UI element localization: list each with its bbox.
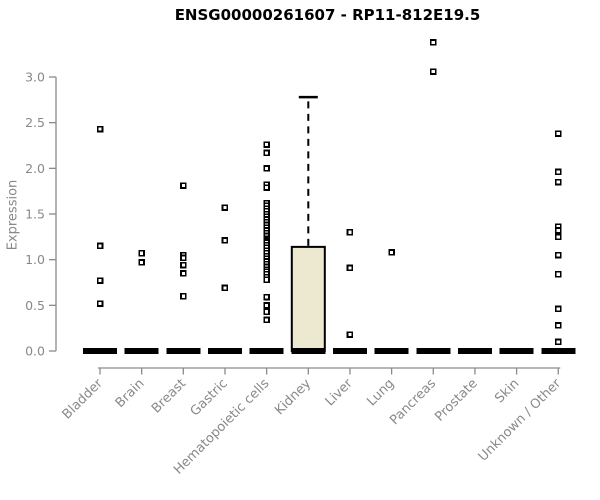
outlier-point [388,249,395,256]
median-bar [83,348,117,354]
outlier-point [96,277,104,284]
outlier-point [138,250,145,257]
outlier-point [180,254,187,262]
median-bar [291,348,326,354]
outlier-point [180,292,187,300]
y-tick-label: 1.5 [25,207,45,222]
outlier-point [555,227,562,234]
x-tick-label: Lung [364,376,397,409]
outlier-point [430,68,437,75]
x-tick-label: Pancreas [387,376,439,428]
y-tick-label: 1.0 [25,252,45,267]
outlier-point [555,322,562,329]
median-bar [499,348,534,354]
chart-title: ENSG00000261607 - RP11-812E19.5 [174,6,481,24]
outlier-point [96,242,104,250]
outlier-point [555,251,562,259]
median-bar [166,348,201,354]
outlier-point [263,293,270,301]
x-tick-label: Prostate [432,376,480,424]
outlier-point [346,264,354,272]
outlier-point [263,149,270,157]
outlier-point [555,233,562,241]
outlier-point [263,302,270,309]
outlier-point [555,338,562,346]
outlier-point [180,261,187,269]
median-bar [249,348,284,354]
median-bar [457,348,492,354]
median-bar [332,348,367,354]
outlier-point [263,308,270,315]
y-tick-label: 3.0 [25,70,45,85]
median-bar [374,348,409,354]
outlier-point [430,39,437,46]
outlier-point [96,300,104,307]
outlier-point [555,305,562,313]
median-bar [416,348,451,354]
y-tick-label: 2.5 [25,115,45,130]
median-bar [207,348,242,354]
outlier-point [180,182,187,189]
x-tick-label: Liver [323,376,357,410]
outlier-point [263,165,270,172]
outlier-point [555,178,562,186]
outlier-point [346,331,354,338]
y-tick-label: 0.5 [25,298,45,313]
outlier-point [555,130,562,137]
median-bar [124,348,159,354]
outlier-point [221,284,229,292]
outlier-point [555,271,562,278]
outlier-point [263,276,270,284]
x-tick-label: Breast [149,376,189,416]
outlier-point [180,270,187,277]
x-tick-label: Brain [113,376,148,411]
outlier-point [555,168,562,176]
median-bar [541,348,576,354]
outlier-point [96,125,104,133]
box-body [290,245,326,353]
outlier-point [346,229,354,236]
outlier-point [263,184,270,191]
outlier-point [221,204,229,211]
x-tick-label: Skin [492,376,522,406]
outlier-point [263,316,270,324]
x-tick-label: Bladder [60,376,107,423]
outlier-point [263,141,270,148]
x-tick-label: Kidney [272,376,314,418]
y-tick-label: 0.0 [25,344,45,359]
y-tick-label: 2.0 [25,161,45,176]
outlier-point [221,237,229,244]
outlier-point [138,259,145,266]
